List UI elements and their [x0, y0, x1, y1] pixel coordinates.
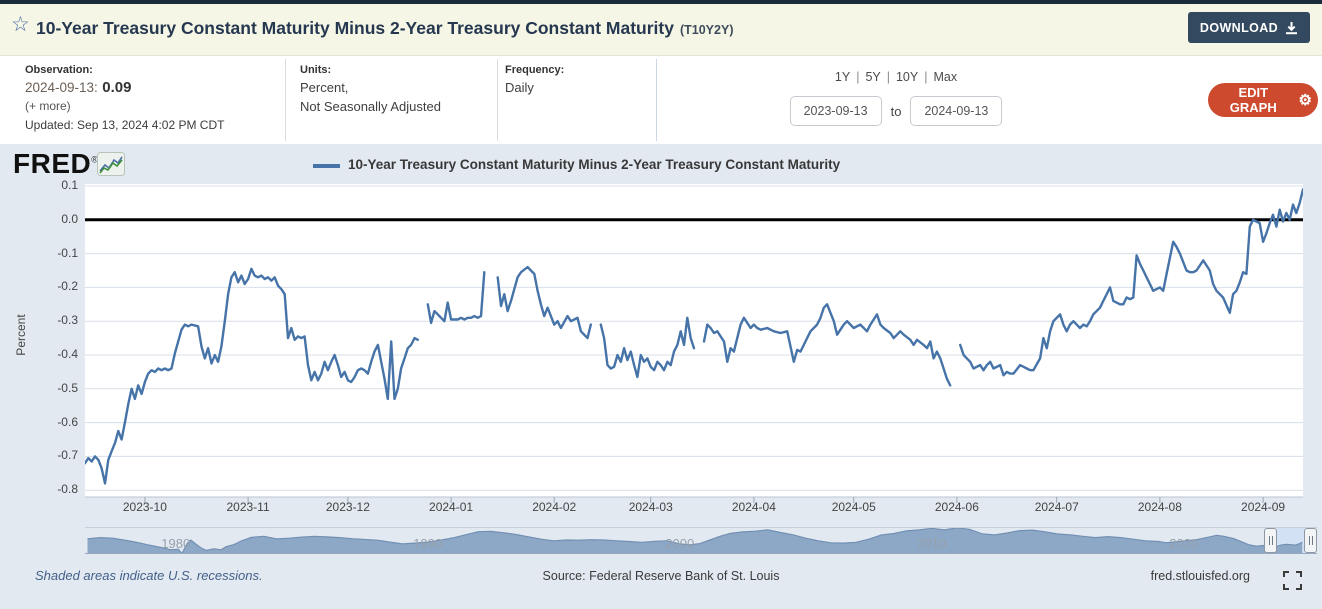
x-tick-label: 2024-08 — [1137, 500, 1182, 514]
gear-icon: ⚙ — [1298, 91, 1312, 109]
fred-url-link[interactable]: fred.stlouisfed.org — [1150, 569, 1250, 583]
source-note: Source: Federal Reserve Bank of St. Loui… — [542, 569, 780, 583]
x-tick-label: 2024-05 — [831, 500, 876, 514]
divider — [497, 59, 498, 141]
registered-mark: ® — [91, 154, 99, 165]
range-preset-1y[interactable]: 1Y — [834, 70, 851, 84]
units-label: Units: — [300, 64, 332, 76]
chart-region: FRED® 10-Year Treasury Constant Maturity… — [0, 144, 1322, 609]
download-button[interactable]: DOWNLOAD — [1188, 12, 1310, 43]
range-presets: 1Y | 5Y | 10Y | Max — [770, 70, 1022, 84]
scrubber-year-label: 2010 — [917, 536, 947, 551]
y-tick-label: -0.1 — [57, 245, 78, 260]
edit-graph-label: EDIT GRAPH — [1229, 85, 1277, 115]
frequency-value: Daily — [505, 80, 534, 95]
x-tick-label: 2023-12 — [325, 500, 370, 514]
recessions-note[interactable]: Shaded areas indicate U.S. recessions. — [35, 568, 263, 583]
observation-panel: Observation: 2024-09-13: 0.09 (+ more) U… — [25, 64, 224, 132]
units-panel: Units: Percent, Not Seasonally Adjusted — [300, 64, 441, 117]
frequency-label: Frequency: — [505, 64, 565, 76]
range-preset-max[interactable]: Max — [933, 70, 958, 84]
preset-separator: | — [856, 70, 860, 84]
x-tick-label: 2024-01 — [429, 500, 474, 514]
y-tick-label: -0.7 — [57, 448, 78, 463]
scrubber-year-label: 2000 — [665, 536, 695, 551]
scrubber-year-label: 2020 — [1169, 536, 1199, 551]
divider — [656, 59, 657, 141]
x-tick-label: 2023-10 — [122, 500, 167, 514]
updated-timestamp: Updated: Sep 13, 2024 4:02 PM CDT — [25, 118, 225, 132]
page-title: 10-Year Treasury Constant Maturity Minus… — [36, 18, 733, 39]
favorite-star-icon[interactable]: ☆ — [11, 13, 30, 36]
end-date-input[interactable] — [910, 96, 1003, 126]
x-tick-label: 2024-06 — [934, 500, 979, 514]
fred-logo-chart-icon — [97, 152, 125, 176]
date-range-controls: 1Y | 5Y | 10Y | Max to — [770, 70, 1022, 126]
legend-label[interactable]: 10-Year Treasury Constant Maturity Minus… — [348, 157, 841, 172]
scrubber-right-handle[interactable] — [1304, 528, 1317, 553]
legend-line-sample — [313, 164, 340, 168]
units-value-line2: Not Seasonally Adjusted — [300, 98, 441, 114]
series-title-text: 10-Year Treasury Constant Maturity Minus… — [36, 18, 674, 38]
scrubber-year-label: 1980 — [161, 536, 191, 551]
scrubber-left-handle[interactable] — [1264, 528, 1277, 553]
fred-logo[interactable]: FRED® — [13, 148, 98, 180]
observation-date: 2024-09-13: — [25, 80, 98, 95]
observation-value-line: 2024-09-13: 0.09 — [25, 79, 224, 97]
x-tick-label: 2024-02 — [532, 500, 577, 514]
y-tick-label: 0.0 — [61, 211, 78, 226]
start-date-input[interactable] — [789, 96, 882, 126]
y-tick-label: -0.8 — [57, 482, 78, 497]
series-id: (T10Y2Y) — [679, 23, 734, 37]
y-tick-label: -0.3 — [57, 313, 78, 328]
x-tick-label: 2024-09 — [1241, 500, 1286, 514]
scrubber-year-label: 1990 — [413, 536, 443, 551]
download-label: DOWNLOAD — [1199, 20, 1279, 35]
y-tick-label: -0.5 — [57, 380, 78, 395]
y-tick-label: -0.6 — [57, 414, 78, 429]
range-preset-10y[interactable]: 10Y — [895, 70, 919, 84]
x-tick-label: 2024-04 — [731, 500, 776, 514]
x-tick-label: 2024-07 — [1034, 500, 1079, 514]
edit-graph-button[interactable]: EDIT GRAPH ⚙ — [1208, 83, 1318, 117]
y-tick-label: -0.4 — [57, 347, 78, 361]
y-tick-label: 0.1 — [61, 178, 78, 192]
date-range-row: to — [770, 96, 1022, 126]
fred-logo-text: FRED — [13, 148, 92, 179]
meta-row: Observation: 2024-09-13: 0.09 (+ more) U… — [0, 56, 1322, 144]
x-tick-label: 2023-11 — [226, 500, 270, 514]
top-border — [0, 0, 1322, 4]
observation-value: 0.09 — [102, 79, 132, 96]
frequency-panel: Frequency: Daily — [505, 64, 564, 98]
header-bar: ☆ 10-Year Treasury Constant Maturity Min… — [0, 4, 1322, 56]
units-value-line1: Percent, — [300, 80, 349, 95]
more-observations-link[interactable]: (+ more) — [25, 99, 71, 113]
x-tick-label: 2024-03 — [628, 500, 673, 514]
y-axis-title: Percent — [14, 314, 28, 356]
y-tick-label: -0.2 — [57, 279, 78, 294]
range-preset-5y[interactable]: 5Y — [865, 70, 881, 84]
preset-separator: | — [924, 70, 928, 84]
preset-separator: | — [886, 70, 890, 84]
fullscreen-icon[interactable] — [1283, 571, 1302, 590]
divider — [285, 59, 286, 141]
observation-label: Observation: — [25, 64, 93, 76]
download-icon — [1286, 21, 1298, 34]
to-label: to — [890, 103, 902, 119]
